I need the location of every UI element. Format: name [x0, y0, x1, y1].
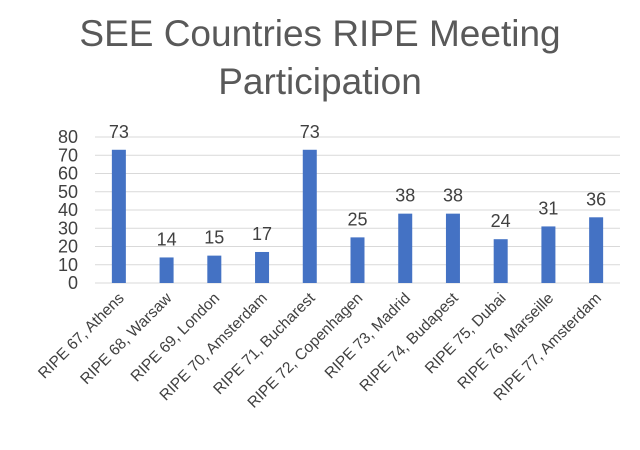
bar: [302, 149, 317, 283]
bar: [350, 237, 365, 283]
y-tick-label: 50: [58, 182, 78, 202]
x-category-label: RIPE 75, Dubai: [422, 290, 510, 378]
bars: [111, 149, 604, 283]
data-label: 25: [347, 209, 367, 229]
data-label: 24: [491, 211, 511, 231]
x-category-label: RIPE 73, Madrid: [322, 290, 414, 382]
data-label: 15: [204, 228, 224, 248]
bar: [493, 239, 508, 283]
chart-title-line-2: Participation: [218, 61, 422, 102]
data-labels: 73 14 15 17 73 25 38 38 24 31 36: [109, 122, 606, 250]
data-label: 73: [109, 122, 129, 142]
y-tick-label: 80: [58, 127, 78, 147]
bar: [111, 149, 126, 283]
y-tick-label: 20: [58, 237, 78, 257]
data-label: 31: [538, 198, 558, 218]
bar: [398, 213, 413, 283]
data-label: 36: [586, 189, 606, 209]
chart-title-line-1: SEE Countries RIPE Meeting: [79, 13, 561, 54]
bar: [589, 217, 604, 283]
bar: [255, 251, 270, 283]
data-label: 73: [300, 122, 320, 142]
y-tick-label: 30: [58, 218, 78, 238]
bar: [207, 255, 222, 283]
x-category-label: RIPE 67, Athens: [35, 290, 128, 383]
data-label: 14: [157, 229, 177, 249]
y-tick-label: 60: [58, 164, 78, 184]
y-tick-label: 10: [58, 255, 78, 275]
y-tick-label: 0: [68, 273, 78, 293]
x-category-label: RIPE 69, London: [128, 290, 224, 386]
bar: [445, 213, 460, 283]
y-tick-label: 40: [58, 200, 78, 220]
chart-title: SEE Countries RIPE Meeting Participation: [0, 10, 640, 106]
bar: [159, 257, 174, 283]
y-tick-label: 70: [58, 145, 78, 165]
bar: [541, 226, 556, 283]
data-label: 38: [443, 186, 463, 206]
data-label: 38: [395, 186, 415, 206]
data-label: 17: [252, 224, 272, 244]
